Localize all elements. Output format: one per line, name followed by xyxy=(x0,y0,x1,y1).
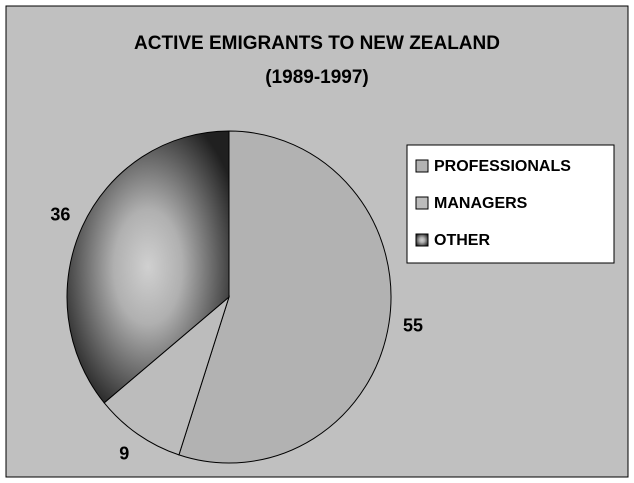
legend-label: PROFESSIONALS xyxy=(434,158,571,175)
data-label: 55 xyxy=(403,316,423,336)
legend-swatch xyxy=(415,159,429,173)
legend xyxy=(406,144,615,264)
chart-subtitle: (1989-1997) xyxy=(265,67,369,88)
legend-swatch xyxy=(415,233,429,247)
legend-label: OTHER xyxy=(434,232,490,249)
pie-slice xyxy=(103,295,231,456)
legend-swatch xyxy=(415,196,429,210)
chart-title: ACTIVE EMIGRANTS TO NEW ZEALAND xyxy=(134,33,500,54)
legend-label: MANAGERS xyxy=(434,195,528,212)
data-label: 9 xyxy=(119,444,129,464)
pie-slice xyxy=(66,130,230,404)
pie-slice xyxy=(178,130,392,464)
data-label: 36 xyxy=(50,204,70,224)
